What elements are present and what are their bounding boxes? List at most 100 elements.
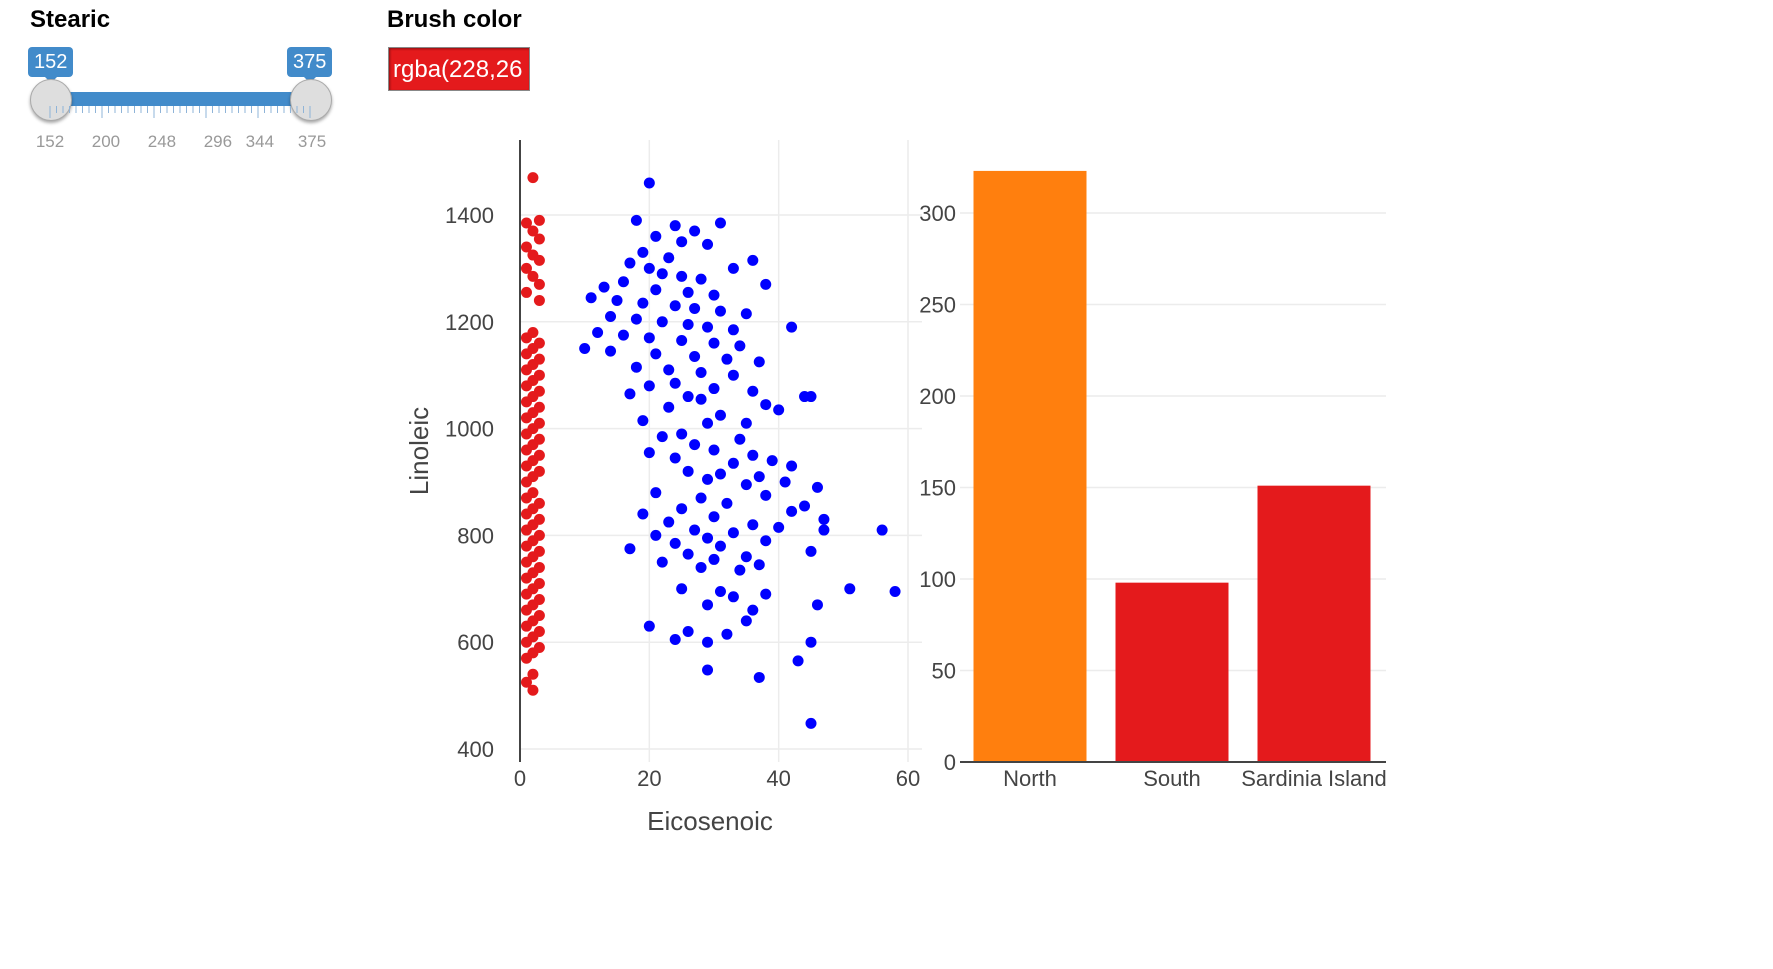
scatter-point[interactable] — [747, 449, 759, 461]
scatter-point[interactable] — [702, 417, 714, 429]
scatter-point[interactable] — [533, 214, 545, 226]
scatter-point[interactable] — [520, 412, 532, 424]
scatter-point[interactable] — [669, 220, 681, 232]
scatter-point[interactable] — [805, 545, 817, 557]
scatter-point[interactable] — [721, 628, 733, 640]
scatter-point[interactable] — [682, 318, 694, 330]
scatter-point[interactable] — [637, 415, 649, 427]
scatter-point[interactable] — [695, 273, 707, 285]
scatter-point[interactable] — [669, 300, 681, 312]
scatter-point[interactable] — [727, 369, 739, 381]
scatter-point[interactable] — [624, 257, 636, 269]
scatter-point[interactable] — [727, 262, 739, 274]
scatter-point[interactable] — [527, 172, 539, 184]
scatter-point[interactable] — [520, 396, 532, 408]
scatter-point[interactable] — [650, 487, 662, 499]
scatter-point[interactable] — [520, 556, 532, 568]
scatter-point[interactable] — [779, 476, 791, 488]
scatter-plot[interactable]: 400 600 800 1000 1200 1400 0 20 40 60 Eicosenoic Li… — [404, 140, 922, 836]
scatter-point[interactable] — [682, 286, 694, 298]
scatter-point[interactable] — [747, 254, 759, 266]
scatter-point[interactable] — [708, 511, 720, 523]
scatter-point[interactable] — [527, 668, 539, 680]
slider-selected-range[interactable] — [50, 92, 310, 106]
scatter-point[interactable] — [663, 516, 675, 528]
scatter-point[interactable] — [630, 214, 642, 226]
scatter-point[interactable] — [520, 262, 532, 274]
scatter-point[interactable] — [714, 468, 726, 480]
scatter-point[interactable] — [682, 626, 694, 638]
scatter-point[interactable] — [527, 270, 539, 282]
scatter-point[interactable] — [702, 599, 714, 611]
scatter-point[interactable] — [753, 471, 765, 483]
scatter-point[interactable] — [643, 177, 655, 189]
scatter-point[interactable] — [734, 564, 746, 576]
slider-low-handle[interactable] — [30, 79, 72, 121]
scatter-point[interactable] — [708, 553, 720, 565]
bar-sardinia-island[interactable] — [1257, 485, 1371, 762]
scatter-point[interactable] — [533, 278, 545, 290]
scatter-point[interactable] — [630, 313, 642, 325]
scatter-point[interactable] — [637, 508, 649, 520]
scatter-point[interactable] — [669, 452, 681, 464]
scatter-point[interactable] — [676, 428, 688, 440]
scatter-point[interactable] — [708, 337, 720, 349]
scatter-point[interactable] — [753, 671, 765, 683]
scatter-point[interactable] — [689, 351, 701, 363]
scatter-point[interactable] — [753, 559, 765, 571]
scatter-point[interactable] — [520, 572, 532, 584]
scatter-point[interactable] — [818, 513, 830, 525]
scatter-point[interactable] — [760, 588, 772, 600]
scatter-point[interactable] — [786, 321, 798, 333]
scatter-point[interactable] — [520, 286, 532, 298]
scatter-point[interactable] — [676, 236, 688, 248]
scatter-point[interactable] — [740, 551, 752, 563]
scatter-point[interactable] — [766, 455, 778, 467]
scatter-point[interactable] — [650, 529, 662, 541]
scatter-point[interactable] — [727, 591, 739, 603]
scatter-point[interactable] — [702, 238, 714, 250]
scatter-point[interactable] — [740, 615, 752, 627]
scatter-point[interactable] — [702, 321, 714, 333]
scatter-point[interactable] — [714, 409, 726, 421]
scatter-point[interactable] — [520, 620, 532, 632]
scatter-point[interactable] — [520, 217, 532, 229]
scatter-point[interactable] — [760, 535, 772, 547]
scatter-point[interactable] — [643, 262, 655, 274]
scatter-point[interactable] — [663, 252, 675, 264]
scatter-point[interactable] — [889, 585, 901, 597]
scatter-point[interactable] — [689, 225, 701, 237]
scatter-point[interactable] — [760, 399, 772, 411]
scatter-point[interactable] — [643, 332, 655, 344]
scatter-point[interactable] — [805, 391, 817, 403]
scatter-point[interactable] — [592, 326, 604, 338]
scatter-point[interactable] — [708, 444, 720, 456]
scatter-point[interactable] — [533, 254, 545, 266]
scatter-point[interactable] — [598, 281, 610, 293]
scatter-point[interactable] — [714, 217, 726, 229]
scatter-point[interactable] — [676, 503, 688, 515]
scatter-point[interactable] — [760, 278, 772, 290]
scatter-point[interactable] — [637, 297, 649, 309]
scatter-point[interactable] — [520, 524, 532, 536]
brush-color-input[interactable]: rgba(228,26 — [388, 47, 530, 91]
scatter-point[interactable] — [805, 717, 817, 729]
scatter-point[interactable] — [533, 233, 545, 245]
scatter-point[interactable] — [734, 433, 746, 445]
slider-high-handle[interactable] — [290, 79, 332, 121]
scatter-point[interactable] — [520, 444, 532, 456]
scatter-point[interactable] — [643, 447, 655, 459]
scatter-point[interactable] — [721, 353, 733, 365]
scatter-point[interactable] — [605, 310, 617, 322]
scatter-point[interactable] — [702, 532, 714, 544]
stearic-range-slider[interactable]: 152 375 — [26, 42, 338, 162]
scatter-point[interactable] — [624, 388, 636, 400]
scatter-point[interactable] — [786, 505, 798, 517]
scatter-point[interactable] — [792, 655, 804, 667]
bar-south[interactable] — [1115, 582, 1229, 762]
scatter-point[interactable] — [727, 324, 739, 336]
scatter-point[interactable] — [799, 500, 811, 512]
scatter-point[interactable] — [669, 377, 681, 389]
scatter-point[interactable] — [682, 391, 694, 403]
scatter-point[interactable] — [708, 289, 720, 301]
